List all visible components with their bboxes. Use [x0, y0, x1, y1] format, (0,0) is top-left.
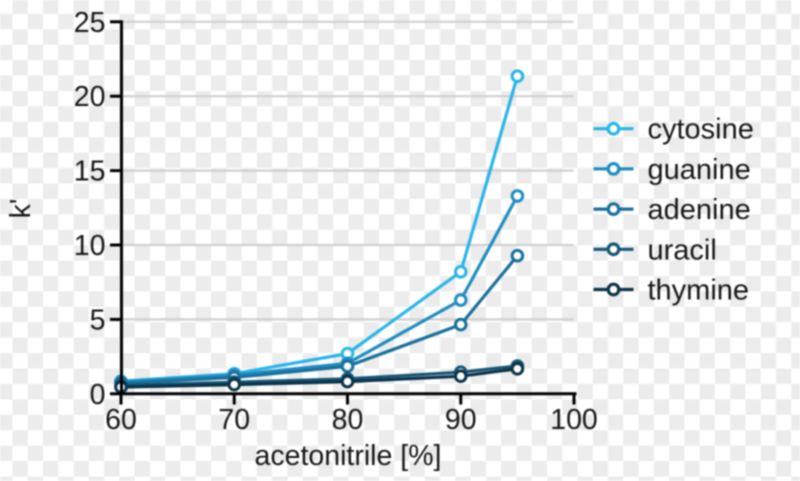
svg-text:90: 90 — [445, 404, 477, 436]
svg-text:5: 5 — [90, 304, 106, 336]
svg-text:80: 80 — [332, 404, 364, 436]
svg-text:thymine: thymine — [648, 275, 750, 307]
svg-text:60: 60 — [105, 404, 137, 436]
svg-text:20: 20 — [74, 81, 106, 113]
svg-text:cytosine: cytosine — [648, 114, 754, 146]
svg-text:adenine: adenine — [648, 194, 751, 226]
svg-text:70: 70 — [218, 404, 250, 436]
svg-text:100: 100 — [550, 404, 598, 436]
svg-text:uracil: uracil — [648, 234, 717, 266]
svg-text:acetonitrile [%]: acetonitrile [%] — [255, 440, 442, 472]
svg-text:k': k' — [5, 199, 37, 219]
svg-text:guanine: guanine — [648, 154, 751, 186]
svg-text:0: 0 — [90, 379, 106, 411]
svg-text:10: 10 — [74, 230, 106, 262]
svg-text:15: 15 — [74, 156, 106, 188]
svg-text:25: 25 — [74, 7, 106, 39]
